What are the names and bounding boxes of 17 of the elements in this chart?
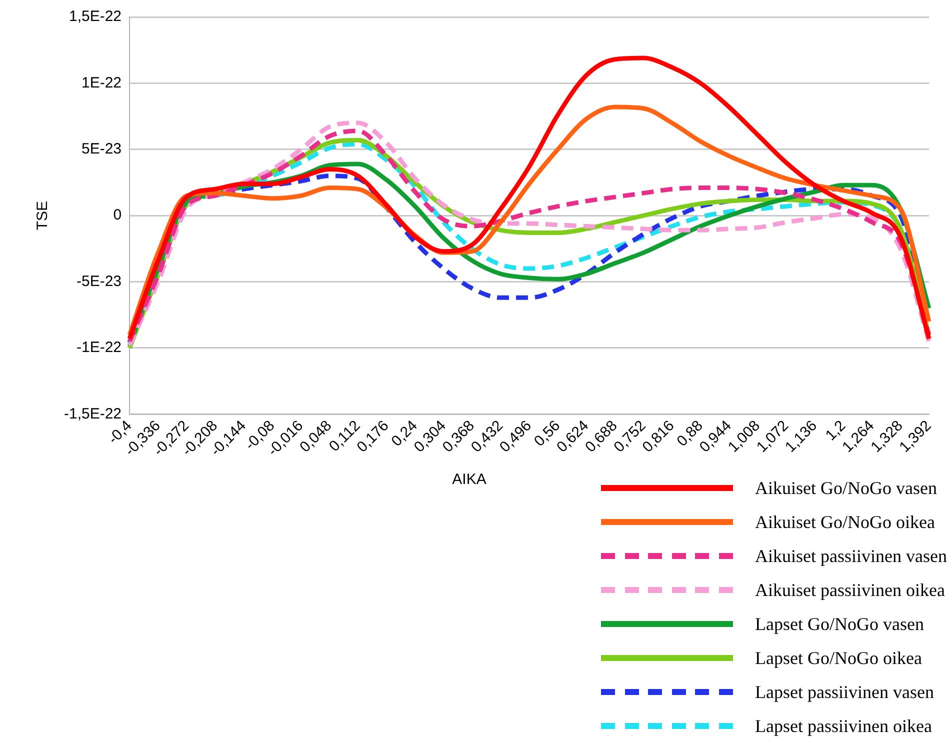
y-tick-label: -5E-23 [76, 272, 122, 290]
legend-label: Aikuiset Go/NoGo vasen [755, 478, 937, 498]
y-tick-label: 1E-22 [82, 74, 122, 92]
legend-label: Lapset Go/NoGo oikea [755, 648, 922, 668]
y-tick-label: -1,5E-22 [64, 405, 122, 422]
legend-label: Aikuiset passiivinen oikea [755, 580, 945, 600]
y-axis-title: TSE [34, 201, 52, 230]
y-tick-label: -1E-22 [76, 339, 122, 356]
legend-label: Lapset passiivinen oikea [755, 716, 932, 736]
x-axis-title: AIKA [452, 470, 486, 488]
legend-label: Lapset Go/NoGo vasen [755, 614, 924, 634]
legend-label: Aikuiset Go/NoGo oikea [755, 512, 935, 532]
legend-label: Aikuiset passiivinen vasen [755, 546, 947, 566]
y-tick-label: 0 [113, 206, 122, 224]
legend-label: Lapset passiivinen vasen [755, 682, 934, 702]
y-tick-label: 1,5E-22 [68, 8, 122, 26]
y-tick-label: 5E-23 [82, 140, 122, 158]
